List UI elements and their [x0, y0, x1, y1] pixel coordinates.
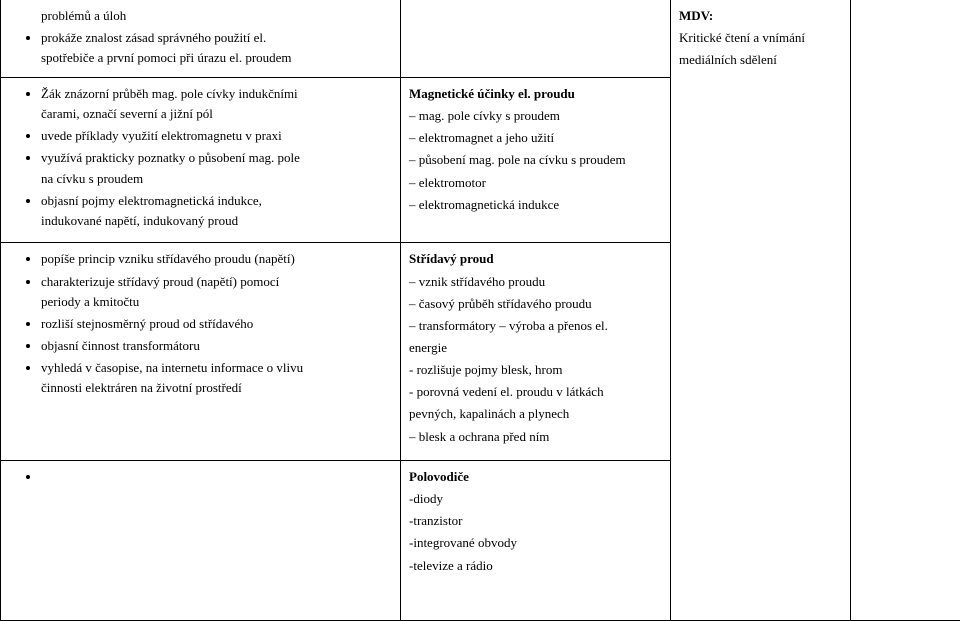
dash-item: energie — [409, 338, 662, 358]
list-item-text: činnosti elektráren na životní prostředí — [41, 378, 392, 398]
topic-heading: Střídavý proud — [409, 249, 662, 269]
dash-item: -tranzistor — [409, 511, 662, 531]
dash-item: - rozlišuje pojmy blesk, hrom — [409, 360, 662, 380]
list-item-text: využívá prakticky poznatky o působení ma… — [41, 150, 300, 165]
dash-item: - porovná vedení el. proudu v látkách — [409, 382, 662, 402]
list-item: využívá prakticky poznatky o působení ma… — [41, 148, 392, 188]
cell-outcomes-3: popíše princip vzniku střídavého proudu … — [1, 243, 401, 461]
document-page: problémů a úloh prokáže znalost zásad sp… — [0, 0, 960, 621]
dash-list: – mag. pole cívky s proudem – elektromag… — [409, 106, 662, 215]
bullet-list: Žák znázorní průběh mag. pole cívky indu… — [9, 84, 392, 231]
cell-outcomes-4 — [1, 461, 401, 621]
topic-heading: Polovodiče — [409, 467, 662, 487]
dash-list: – vznik střídavého proudu – časový průbě… — [409, 272, 662, 447]
bullet-list: popíše princip vzniku střídavého proudu … — [9, 249, 392, 398]
dash-item: – elektromagnetická indukce — [409, 195, 662, 215]
list-item-empty — [41, 467, 392, 487]
dash-item: – časový průběh střídavého proudu — [409, 294, 662, 314]
dash-item: – vznik střídavého proudu — [409, 272, 662, 292]
list-item: charakterizuje střídavý proud (napětí) p… — [41, 272, 392, 312]
list-item: prokáže znalost zásad správného použití … — [41, 28, 392, 68]
list-item-text: charakterizuje střídavý proud (napětí) p… — [41, 274, 279, 289]
list-item: popíše princip vzniku střídavého proudu … — [41, 249, 392, 269]
dash-item: – blesk a ochrana před ním — [409, 427, 662, 447]
dash-item: – mag. pole cívky s proudem — [409, 106, 662, 126]
cell-content-2: Magnetické účinky el. proudu – mag. pole… — [401, 78, 671, 243]
mdv-text: mediálních sdělení — [679, 50, 842, 70]
cell-content-1 — [401, 0, 671, 78]
bullet-list — [9, 467, 392, 487]
list-item-text: spotřebiče a první pomoci při úrazu el. … — [41, 48, 392, 68]
cell-outcomes-2: Žák znázorní průběh mag. pole cívky indu… — [1, 78, 401, 243]
cell-empty — [851, 0, 960, 621]
mdv-heading: MDV: — [679, 6, 842, 26]
bullet-list: prokáže znalost zásad správného použití … — [9, 28, 392, 68]
dash-item: -televize a rádio — [409, 556, 662, 576]
dash-item: – elektromotor — [409, 173, 662, 193]
cell-content-4: Polovodiče -diody -tranzistor -integrova… — [401, 461, 671, 621]
list-item: uvede příklady využití elektromagnetu v … — [41, 126, 392, 146]
cell-content-3: Střídavý proud – vznik střídavého proudu… — [401, 243, 671, 461]
list-item-text: na cívku s proudem — [41, 169, 392, 189]
dash-item: – elektromagnet a jeho užití — [409, 128, 662, 148]
dash-item: -diody — [409, 489, 662, 509]
dash-item: -integrované obvody — [409, 533, 662, 553]
list-item-text: objasní pojmy elektromagnetická indukce, — [41, 193, 262, 208]
cell-outcomes-1: problémů a úloh prokáže znalost zásad sp… — [1, 0, 401, 78]
list-item: objasní činnost transformátoru — [41, 336, 392, 356]
dash-item: pevných, kapalinách a plynech — [409, 404, 662, 424]
list-item-text: objasní činnost transformátoru — [41, 338, 200, 353]
list-item: objasní pojmy elektromagnetická indukce,… — [41, 191, 392, 231]
table-row: problémů a úloh prokáže znalost zásad sp… — [1, 0, 960, 78]
list-item: Žák znázorní průběh mag. pole cívky indu… — [41, 84, 392, 124]
dash-item: – působení mag. pole na cívku s proudem — [409, 150, 662, 170]
cell-crosslinks: MDV: Kritické čtení a vnímání mediálních… — [671, 0, 851, 621]
list-item-text: uvede příklady využití elektromagnetu v … — [41, 128, 282, 143]
list-item-text: popíše princip vzniku střídavého proudu … — [41, 251, 295, 266]
list-item-text: čarami, označí severní a jižní pól — [41, 104, 392, 124]
mdv-text: Kritické čtení a vnímání — [679, 28, 842, 48]
text-continuation: problémů a úloh — [9, 6, 392, 26]
list-item-text: indukované napětí, indukovaný proud — [41, 211, 392, 231]
list-item-text: rozliší stejnosměrný proud od střídavého — [41, 316, 253, 331]
dash-item: – transformátory – výroba a přenos el. — [409, 316, 662, 336]
dash-list: -diody -tranzistor -integrované obvody -… — [409, 489, 662, 576]
list-item: vyhledá v časopise, na internetu informa… — [41, 358, 392, 398]
list-item: rozliší stejnosměrný proud od střídavého — [41, 314, 392, 334]
list-item-text: Žák znázorní průběh mag. pole cívky indu… — [41, 86, 298, 101]
topic-heading: Magnetické účinky el. proudu — [409, 84, 662, 104]
list-item-text: periody a kmitočtu — [41, 292, 392, 312]
list-item-text: prokáže znalost zásad správného použití … — [41, 30, 266, 45]
list-item-text: vyhledá v časopise, na internetu informa… — [41, 360, 303, 375]
curriculum-table: problémů a úloh prokáže znalost zásad sp… — [0, 0, 960, 621]
